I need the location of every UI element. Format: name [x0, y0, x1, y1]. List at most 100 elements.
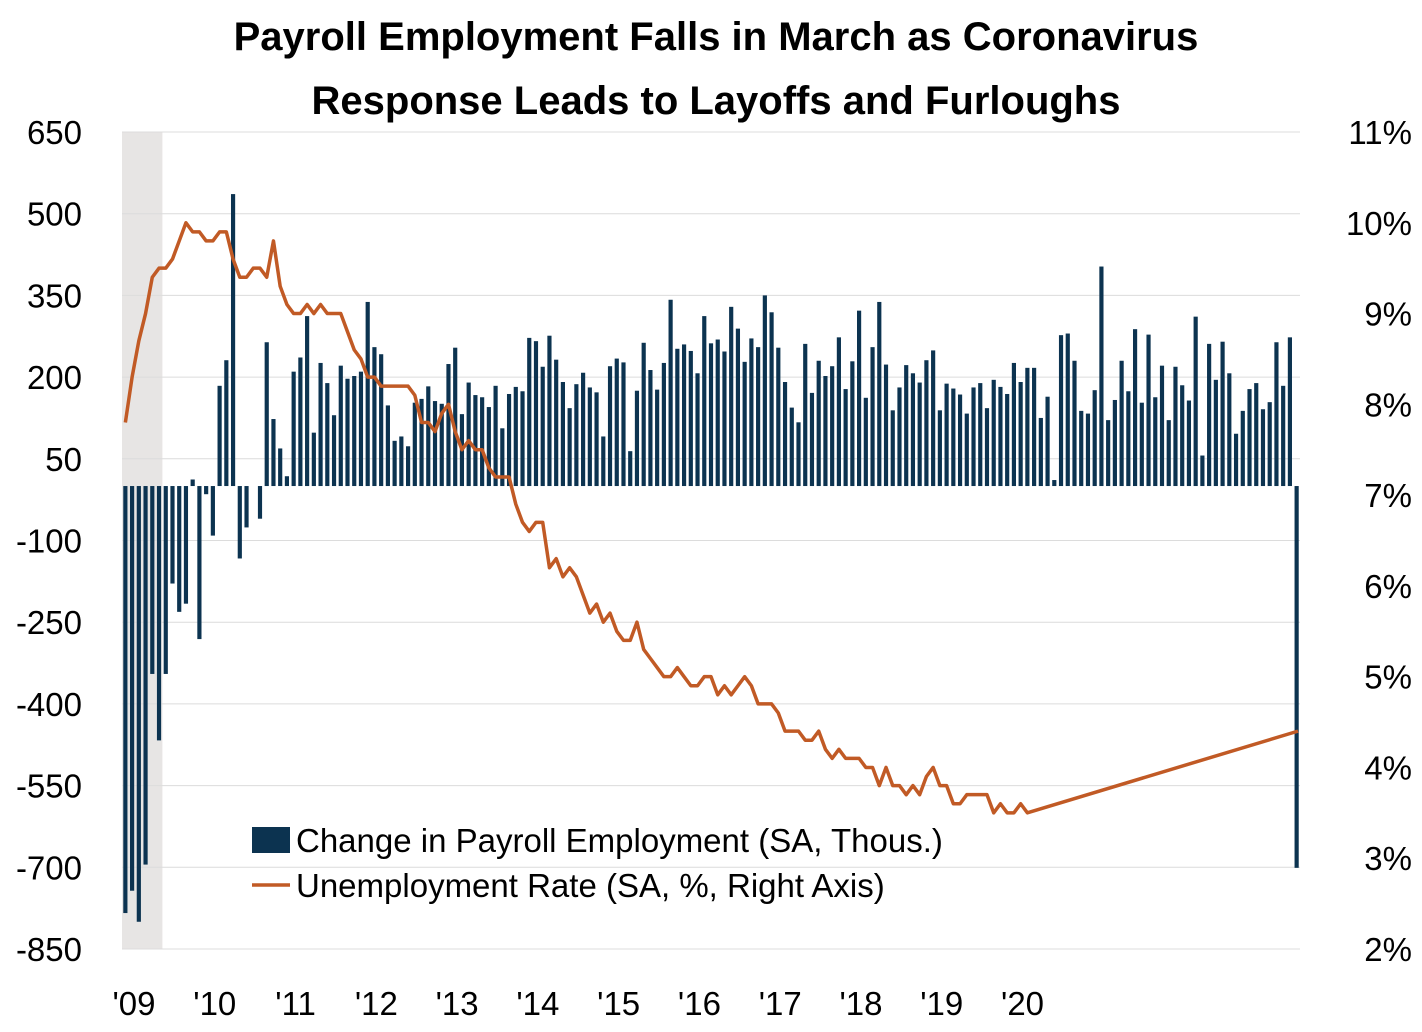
payroll-bar	[1079, 410, 1084, 487]
payroll-bar	[1146, 334, 1151, 487]
left-axis-tick-label: 50	[45, 441, 82, 478]
payroll-bar	[291, 371, 296, 487]
payroll-bar	[742, 361, 747, 487]
x-axis-tick-label: '13	[436, 985, 479, 1022]
payroll-bar	[661, 362, 666, 487]
payroll-bar	[1011, 362, 1017, 487]
payroll-bar	[278, 448, 283, 487]
payroll-bar	[910, 373, 916, 487]
payroll-bar	[1213, 379, 1218, 487]
right-axis-tick-label: 2%	[1364, 931, 1412, 968]
right-axis-ticks: 11% 10% 9% 8% 7% 6% 5% 4% 3% 2%	[1346, 114, 1412, 968]
payroll-bar	[372, 347, 377, 487]
x-axis-tick-label: '14	[516, 985, 559, 1022]
payroll-bar	[904, 365, 909, 487]
x-axis-ticks: '09 '10 '11 '12 '13 '14 '15 '16 '17 '18 '19 '20	[112, 985, 1044, 1022]
payroll-bar	[944, 383, 949, 487]
payroll-bar	[358, 371, 364, 487]
payroll-bar	[601, 436, 606, 487]
payroll-bar	[984, 408, 990, 487]
payroll-bar	[365, 301, 370, 487]
gridlines	[122, 131, 1300, 950]
payroll-bar	[1287, 337, 1292, 487]
payroll-bar	[1018, 382, 1023, 487]
x-axis-tick-label: '20	[1001, 985, 1044, 1022]
payroll-bar	[1119, 360, 1124, 487]
payroll-bar	[473, 395, 478, 487]
payroll-bar	[520, 391, 525, 487]
payroll-bar	[224, 360, 229, 487]
x-axis-tick-label: '19	[920, 985, 963, 1022]
payroll-bar	[271, 419, 276, 487]
payroll-bar	[1153, 397, 1158, 487]
payroll-bar	[621, 362, 626, 487]
payroll-bar	[1260, 409, 1266, 487]
payroll-bar	[426, 386, 431, 487]
payroll-bar	[567, 408, 572, 487]
payroll-bar	[816, 360, 821, 487]
payroll-bar	[230, 194, 236, 487]
payroll-bar	[890, 410, 895, 487]
left-axis-tick-label: 500	[27, 196, 82, 233]
payroll-bar	[702, 316, 707, 487]
x-axis-tick-label: '12	[355, 985, 398, 1022]
payroll-bar	[1186, 400, 1192, 487]
payroll-bar	[809, 392, 815, 487]
payroll-bar	[1220, 341, 1225, 487]
payroll-bar	[325, 383, 330, 487]
payroll-bar	[506, 393, 512, 487]
payroll-bar	[432, 401, 438, 487]
payroll-bar	[150, 486, 155, 674]
payroll-bar	[850, 361, 855, 487]
payroll-bar	[554, 359, 559, 487]
payroll-bar	[183, 486, 189, 604]
payroll-bar	[1247, 389, 1252, 487]
payroll-bar	[877, 301, 882, 487]
payroll-bar	[769, 312, 774, 487]
right-axis-tick-label: 9%	[1364, 296, 1412, 333]
payroll-bar	[533, 341, 539, 487]
payroll-bar	[540, 366, 545, 487]
payroll-bar	[607, 366, 613, 487]
payroll-bar	[1132, 329, 1138, 487]
payroll-bar	[964, 413, 969, 487]
payroll-bar	[237, 486, 242, 559]
payroll-bar	[614, 358, 619, 487]
payroll-bar	[338, 365, 343, 487]
payroll-bar	[776, 347, 781, 487]
right-axis-tick-label: 3%	[1364, 840, 1412, 877]
chart-title-line-1: Payroll Employment Falls in March as Cor…	[234, 15, 1199, 59]
payroll-bar	[264, 342, 269, 487]
x-axis-tick-label: '17	[759, 985, 802, 1022]
payroll-bar	[1233, 433, 1239, 487]
payroll-bar	[1045, 396, 1050, 487]
payroll-bar	[163, 486, 168, 674]
x-axis-tick-label: '15	[597, 985, 640, 1022]
payroll-bar	[857, 310, 862, 487]
payroll-bar	[675, 348, 680, 487]
payroll-bar	[143, 486, 148, 865]
payroll-bar	[917, 382, 922, 487]
chart-title-line-2: Response Leads to Layoffs and Furloughs	[312, 79, 1121, 123]
payroll-bar	[655, 389, 660, 487]
payroll-bar	[782, 382, 788, 487]
payroll-bar	[830, 366, 835, 487]
payroll-bar	[735, 328, 741, 487]
payroll-bar	[399, 436, 404, 487]
payroll-bar	[883, 364, 889, 487]
payroll-bar	[204, 486, 209, 495]
payroll-bar	[1193, 316, 1198, 487]
x-axis-tick-label: '09	[112, 985, 155, 1022]
left-axis-tick-label: 650	[27, 114, 82, 151]
payroll-bar	[843, 389, 848, 487]
payroll-bar	[1099, 266, 1104, 487]
payroll-bar	[513, 386, 518, 487]
payroll-bar	[957, 394, 963, 487]
payroll-bar	[1005, 393, 1010, 487]
payroll-bar	[756, 347, 761, 487]
payroll-bar	[870, 347, 875, 487]
x-axis-tick-label: '16	[678, 985, 721, 1022]
payroll-bar	[190, 479, 195, 487]
left-axis-tick-label: 350	[27, 277, 82, 314]
